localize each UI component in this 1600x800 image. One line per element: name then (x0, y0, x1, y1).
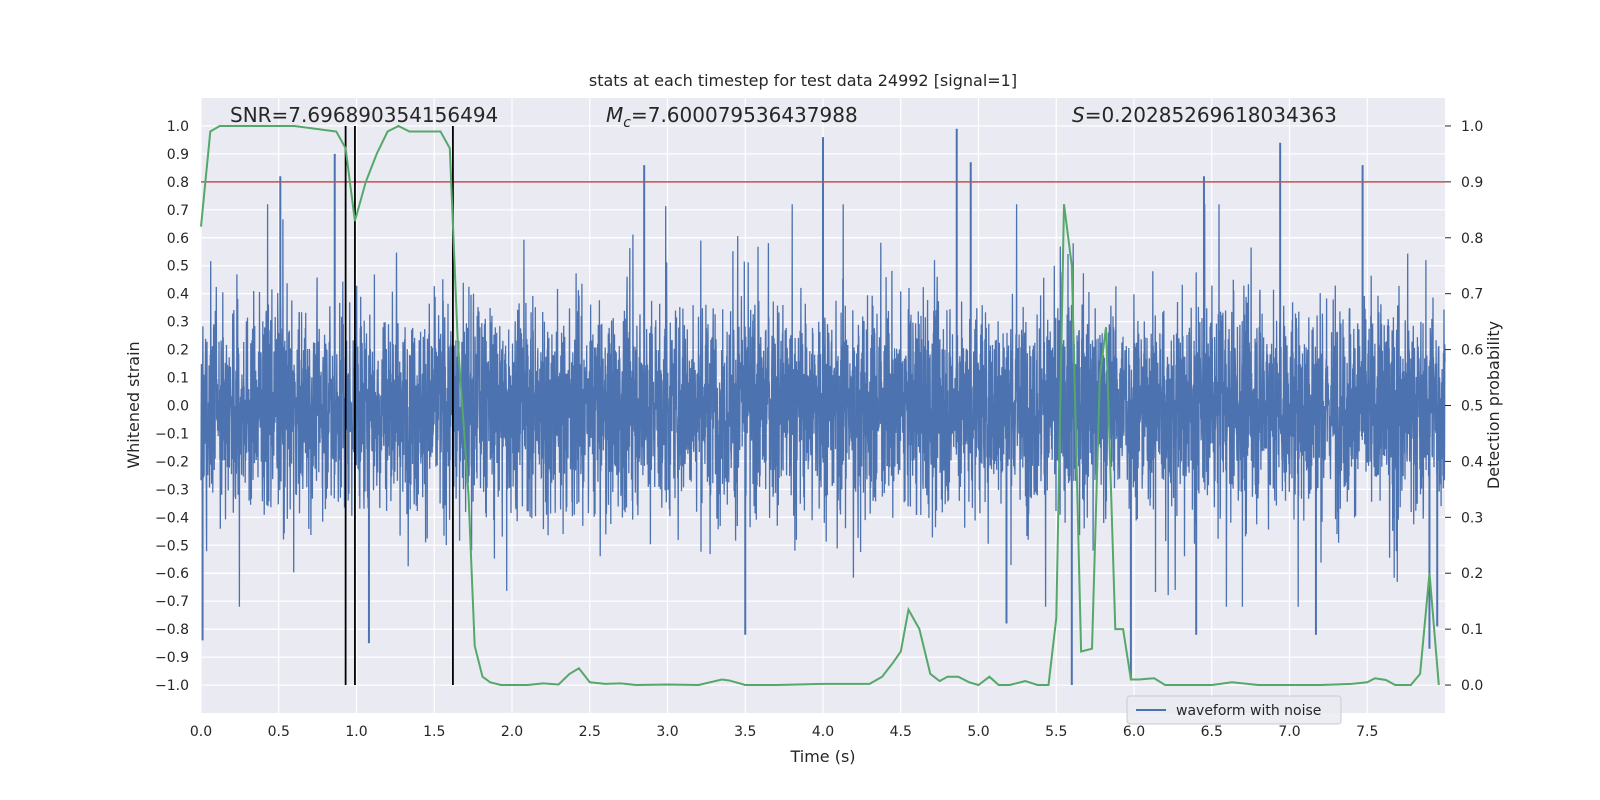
y-left-tick-label: −0.9 (155, 650, 189, 666)
y-right-tick-label: 0.0 (1461, 678, 1483, 694)
chirp-mass-subscript: c (623, 115, 631, 131)
x-tick-label: 1.5 (423, 724, 445, 740)
x-tick-label: 1.0 (345, 724, 367, 740)
y-right-tick-label: 0.1 (1461, 622, 1483, 638)
waveform-line (200, 204, 1446, 607)
y-right-tick-label: 0.7 (1461, 287, 1483, 303)
x-tick-label: 2.0 (501, 724, 523, 740)
y-left-tick-label: 0.3 (167, 315, 189, 331)
y-left-tick-label: 0.1 (167, 371, 189, 387)
x-tick-label: 2.5 (579, 724, 601, 740)
y-left-tick-label: −0.6 (155, 566, 189, 582)
y-right-tick-label: 0.9 (1461, 175, 1483, 191)
x-tick-label: 7.5 (1356, 724, 1378, 740)
x-tick-label: 7.0 (1278, 724, 1300, 740)
x-tick-label: 5.5 (1045, 724, 1067, 740)
y-left-tick-label: 0.7 (167, 203, 189, 219)
y-left-tick-label: 0.4 (167, 287, 189, 303)
y-left-tick-label: 0.6 (167, 231, 189, 247)
y-left-tick-label: −0.4 (155, 510, 189, 526)
y-right-tick-label: 0.4 (1461, 454, 1483, 470)
y-left-tick-label: −0.2 (155, 454, 189, 470)
y-left-tick-label: −0.8 (155, 622, 189, 638)
chart-title: stats at each timestep for test data 249… (589, 71, 1017, 90)
y-left-tick-label: −1.0 (155, 678, 189, 694)
y-left-tick-label: −0.5 (155, 538, 189, 554)
y-right-tick-label: 0.3 (1461, 510, 1483, 526)
y-axis-right-label: Detection probability (1484, 321, 1503, 489)
y-left-tick-label: 0.5 (167, 259, 189, 275)
legend: waveform with noise (1126, 695, 1342, 725)
snr-annotation: SNR=7.696890354156494 (230, 103, 498, 127)
chirp-mass-annotation: Mc=7.600079536437988 (606, 103, 858, 131)
s-value: =0.20285269618034363 (1085, 103, 1337, 127)
y-axis-left-label: Whitened strain (124, 341, 143, 468)
s-annotation: S=0.20285269618034363 (1072, 103, 1337, 127)
x-tick-label: 4.5 (890, 724, 912, 740)
y-right-tick-label: 0.8 (1461, 231, 1483, 247)
y-right-tick-label: 0.2 (1461, 566, 1483, 582)
legend-box (1126, 695, 1342, 725)
chirp-mass-symbol: M (606, 103, 623, 127)
y-left-tick-label: 0.8 (167, 175, 189, 191)
y-left-tick-label: −0.3 (155, 482, 189, 498)
s-symbol: S (1072, 103, 1085, 127)
y-left-tick-label: 0.2 (167, 343, 189, 359)
y-right-tick-label: 1.0 (1461, 119, 1483, 135)
y-left-tick-label: 1.0 (167, 119, 189, 135)
x-tick-label: 6.5 (1201, 724, 1223, 740)
y-left-tick-label: −0.7 (155, 594, 189, 610)
x-tick-label: 6.0 (1123, 724, 1145, 740)
y-left-tick-label: −0.1 (155, 426, 189, 442)
x-tick-label: 3.0 (656, 724, 678, 740)
y-right-tick-label: 0.6 (1461, 343, 1483, 359)
y-left-tick-label: 0.0 (167, 399, 189, 415)
chirp-mass-value: =7.600079536437988 (631, 103, 858, 127)
probability-line (200, 124, 1440, 687)
x-tick-label: 0.0 (190, 724, 212, 740)
y-right-tick-label: 0.5 (1461, 399, 1483, 415)
y-left-tick-label: 0.9 (167, 147, 189, 163)
x-tick-label: 0.5 (268, 724, 290, 740)
x-axis-label: Time (s) (789, 747, 855, 766)
legend-label-waveform: waveform with noise (1176, 703, 1321, 719)
x-tick-label: 5.0 (967, 724, 989, 740)
x-tick-label: 4.0 (812, 724, 834, 740)
x-tick-label: 3.5 (734, 724, 756, 740)
